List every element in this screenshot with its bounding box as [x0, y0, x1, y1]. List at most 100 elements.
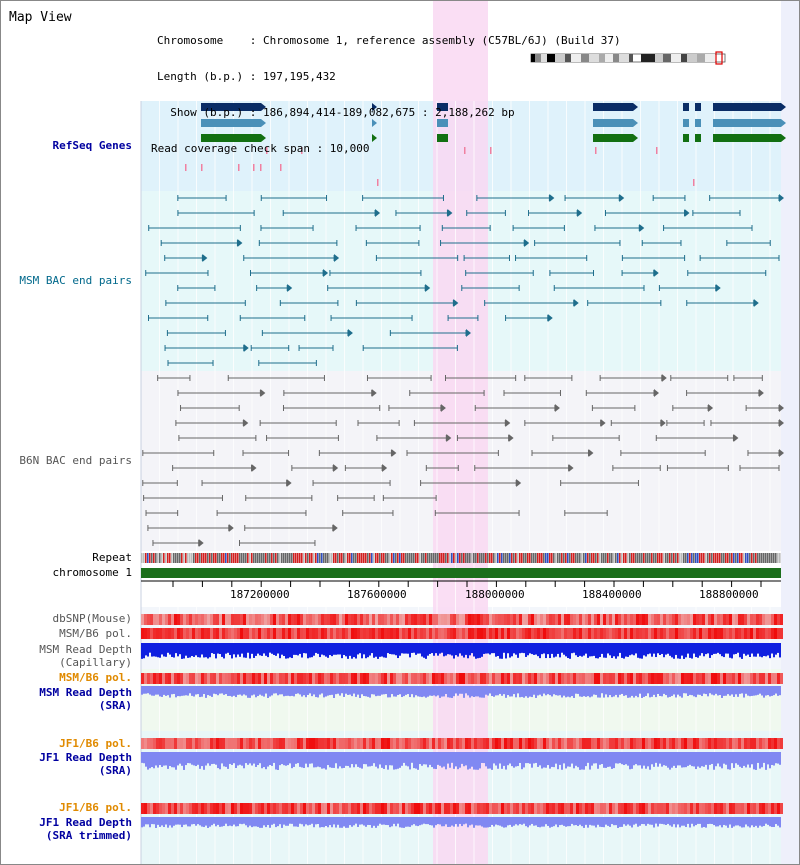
polymorphism-cell	[249, 614, 252, 625]
read-depth-bar	[657, 643, 659, 654]
read-depth-bar	[557, 817, 559, 828]
msm-bac-pair-arrow	[573, 299, 579, 307]
polymorphism-cell	[741, 673, 744, 684]
polymorphism-cell	[420, 803, 423, 814]
polymorphism-cell	[228, 614, 231, 625]
read-depth-bar	[411, 817, 413, 826]
read-depth-bar	[485, 817, 487, 828]
polymorphism-cell	[639, 738, 642, 749]
read-depth-bar	[183, 752, 185, 770]
polymorphism-cell	[246, 803, 249, 814]
polymorphism-cell	[414, 803, 417, 814]
read-depth-bar	[267, 643, 269, 658]
polymorphism-cell	[417, 803, 420, 814]
polymorphism-cell	[504, 614, 507, 625]
read-depth-bar	[687, 817, 689, 824]
read-depth-bar	[369, 643, 371, 656]
read-depth-bar	[311, 686, 313, 697]
polymorphism-cell	[264, 803, 267, 814]
read-depth-bar	[383, 643, 385, 658]
polymorphism-cell	[675, 614, 678, 625]
polymorphism-cell	[594, 628, 597, 639]
polymorphism-cell	[294, 628, 297, 639]
repeat-mark	[215, 553, 217, 563]
read-depth-bar	[775, 817, 777, 825]
track-label-b6n-bac[interactable]: B6N BAC end pairs	[19, 454, 132, 467]
read-depth-bar	[731, 817, 733, 828]
polymorphism-cell	[147, 628, 150, 639]
read-depth-bar	[447, 686, 449, 698]
polymorphism-cell	[225, 628, 228, 639]
polymorphism-cell	[240, 628, 243, 639]
read-depth-bar	[315, 817, 317, 825]
repeat-mark	[225, 553, 227, 563]
repeat-mark	[663, 553, 665, 563]
read-depth-bar	[733, 817, 735, 827]
polymorphism-cell	[318, 614, 321, 625]
read-depth-bar	[597, 686, 599, 698]
polymorphism-cell	[363, 738, 366, 749]
read-depth-bar	[755, 643, 757, 657]
repeat-mark	[179, 553, 181, 563]
polymorphism-cell	[240, 614, 243, 625]
polymorphism-cell	[207, 803, 210, 814]
polymorphism-cell	[630, 614, 633, 625]
polymorphism-cell	[267, 803, 270, 814]
polymorphism-cell	[207, 614, 210, 625]
read-depth-bar	[705, 752, 707, 765]
read-depth-bar	[161, 686, 163, 697]
polymorphism-cell	[708, 614, 711, 625]
read-depth-bar	[377, 817, 379, 826]
polymorphism-cell	[246, 628, 249, 639]
polymorphism-cell	[171, 673, 174, 684]
read-depth-bar	[677, 686, 679, 695]
b6n-bac-pair-arrow	[588, 449, 594, 457]
track-label-refseq[interactable]: RefSeq Genes	[52, 139, 132, 152]
read-depth-bar	[223, 686, 225, 695]
polymorphism-cell	[294, 803, 297, 814]
polymorphism-cell	[297, 628, 300, 639]
polymorphism-cell	[318, 673, 321, 684]
read-depth-bar	[399, 686, 401, 695]
read-depth-bar	[655, 643, 657, 658]
read-depth-bar	[397, 817, 399, 824]
read-depth-bar	[299, 686, 301, 695]
polymorphism-cell	[405, 614, 408, 625]
repeat-mark	[511, 553, 513, 563]
read-depth-bar	[671, 817, 673, 827]
polymorphism-cell	[342, 673, 345, 684]
read-depth-bar	[195, 686, 197, 695]
track-label-msm-bac[interactable]: MSM BAC end pairs	[19, 274, 132, 287]
polymorphism-cell	[741, 614, 744, 625]
read-depth-bar	[571, 752, 573, 764]
track-label-msm-depth-sra: MSM Read Depth	[39, 686, 132, 699]
polymorphism-cell	[213, 803, 216, 814]
polymorphism-cell	[618, 803, 621, 814]
polymorphism-cell	[504, 738, 507, 749]
repeat-mark	[645, 553, 647, 563]
polymorphism-cell	[519, 628, 522, 639]
polymorphism-cell	[729, 803, 732, 814]
ideogram-band	[663, 54, 671, 62]
read-depth-bar	[233, 686, 235, 696]
read-depth-bar	[343, 686, 345, 697]
read-depth-bar	[291, 752, 293, 769]
polymorphism-cell	[738, 803, 741, 814]
read-depth-bar	[437, 686, 439, 696]
read-depth-bar	[283, 752, 285, 766]
polymorphism-cell	[285, 738, 288, 749]
read-depth-bar	[175, 752, 177, 770]
gene-strand-arrow	[372, 103, 377, 111]
polymorphism-cell	[522, 614, 525, 625]
read-depth-bar	[165, 752, 167, 766]
read-depth-bar	[485, 686, 487, 695]
polymorphism-cell	[723, 614, 726, 625]
polymorphism-cell	[456, 614, 459, 625]
polymorphism-cell	[435, 628, 438, 639]
read-depth-bar	[303, 686, 305, 696]
read-depth-bar	[395, 643, 397, 656]
read-depth-bar	[169, 752, 171, 766]
polymorphism-cell	[276, 628, 279, 639]
read-depth-bar	[489, 817, 491, 827]
